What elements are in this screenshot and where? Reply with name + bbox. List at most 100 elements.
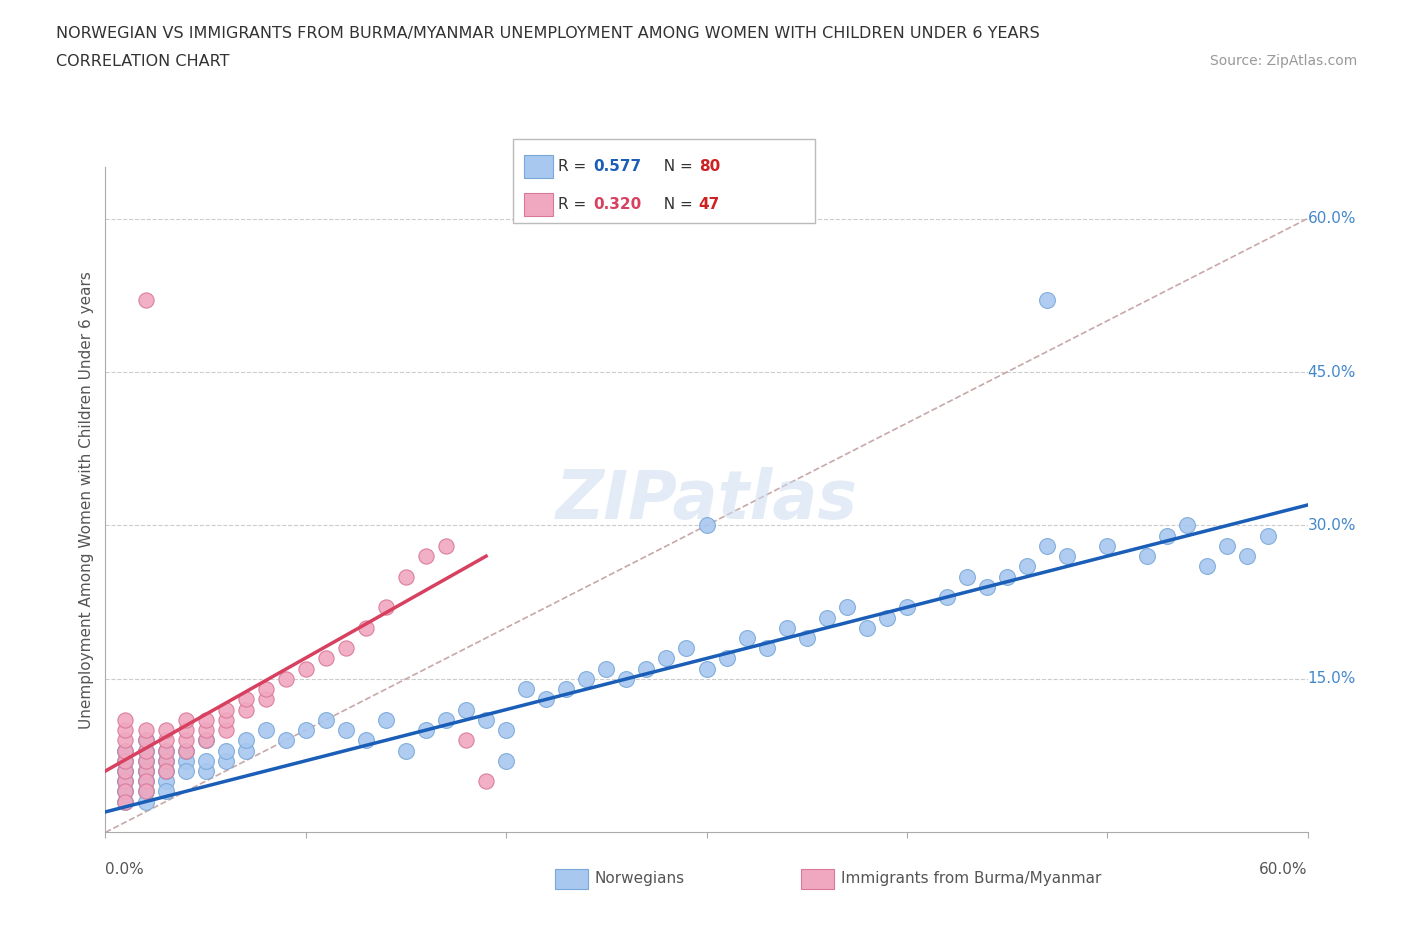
Point <box>315 651 337 666</box>
Point <box>155 743 177 758</box>
Point <box>214 743 236 758</box>
Point <box>114 774 136 789</box>
Point <box>135 774 157 789</box>
Point <box>114 723 136 737</box>
Point <box>315 712 337 727</box>
Text: NORWEGIAN VS IMMIGRANTS FROM BURMA/MYANMAR UNEMPLOYMENT AMONG WOMEN WITH CHILDRE: NORWEGIAN VS IMMIGRANTS FROM BURMA/MYANM… <box>56 26 1040 41</box>
Text: Source: ZipAtlas.com: Source: ZipAtlas.com <box>1209 54 1357 68</box>
Point <box>936 590 959 604</box>
Point <box>235 692 257 707</box>
Point <box>395 743 418 758</box>
Point <box>155 784 177 799</box>
Text: Norwegians: Norwegians <box>595 871 685 886</box>
Point <box>274 733 297 748</box>
Text: 45.0%: 45.0% <box>1308 365 1355 379</box>
Point <box>636 661 658 676</box>
Point <box>174 733 197 748</box>
Point <box>114 743 136 758</box>
Point <box>415 723 437 737</box>
Point <box>194 764 217 778</box>
Text: 60.0%: 60.0% <box>1308 211 1355 226</box>
Point <box>214 753 236 768</box>
Point <box>374 600 398 615</box>
Point <box>335 641 357 656</box>
Point <box>174 712 197 727</box>
Point <box>174 743 197 758</box>
Point <box>495 753 517 768</box>
Point <box>434 712 457 727</box>
Point <box>295 661 318 676</box>
Text: 30.0%: 30.0% <box>1308 518 1355 533</box>
Point <box>335 723 357 737</box>
Point <box>135 764 157 778</box>
Point <box>1216 538 1239 553</box>
Point <box>114 743 136 758</box>
Point <box>675 641 697 656</box>
Text: 47: 47 <box>699 197 720 212</box>
Point <box>395 569 418 584</box>
Point <box>716 651 738 666</box>
Point <box>655 651 678 666</box>
Point <box>254 692 277 707</box>
Point <box>555 682 578 697</box>
Point <box>815 610 838 625</box>
Point <box>194 733 217 748</box>
Point <box>155 743 177 758</box>
Point <box>755 641 778 656</box>
Point <box>174 753 197 768</box>
Text: N =: N = <box>654 197 697 212</box>
Point <box>515 682 537 697</box>
Point <box>1056 549 1078 564</box>
Point <box>155 723 177 737</box>
Point <box>796 631 818 645</box>
Text: 60.0%: 60.0% <box>1260 862 1308 877</box>
Point <box>114 712 136 727</box>
Point <box>454 702 477 717</box>
Point <box>174 764 197 778</box>
Point <box>235 702 257 717</box>
Point <box>1036 538 1059 553</box>
Point <box>1257 528 1279 543</box>
Point <box>174 723 197 737</box>
Point <box>194 733 217 748</box>
Point <box>194 723 217 737</box>
Text: R =: R = <box>558 197 592 212</box>
Point <box>155 774 177 789</box>
Point <box>976 579 998 594</box>
Point <box>135 733 157 748</box>
Point <box>254 682 277 697</box>
Text: Immigrants from Burma/Myanmar: Immigrants from Burma/Myanmar <box>841 871 1101 886</box>
Point <box>214 712 236 727</box>
Point <box>114 794 136 809</box>
Point <box>235 733 257 748</box>
Point <box>274 671 297 686</box>
Y-axis label: Unemployment Among Women with Children Under 6 years: Unemployment Among Women with Children U… <box>79 271 94 729</box>
Point <box>1097 538 1119 553</box>
Point <box>1197 559 1219 574</box>
Point <box>135 784 157 799</box>
Text: 80: 80 <box>699 159 720 174</box>
Point <box>855 620 877 635</box>
Point <box>696 518 718 533</box>
Point <box>135 794 157 809</box>
Point <box>1177 518 1199 533</box>
Point <box>956 569 979 584</box>
Point <box>1156 528 1178 543</box>
Point <box>114 733 136 748</box>
Point <box>114 784 136 799</box>
Point <box>135 774 157 789</box>
Point <box>174 743 197 758</box>
Point <box>454 733 477 748</box>
Point <box>896 600 918 615</box>
Point <box>135 764 157 778</box>
Point <box>1036 293 1059 308</box>
Point <box>135 743 157 758</box>
Point <box>135 753 157 768</box>
Point <box>114 764 136 778</box>
Point <box>776 620 799 635</box>
Point <box>194 712 217 727</box>
Point <box>114 784 136 799</box>
Point <box>475 774 498 789</box>
Point <box>194 753 217 768</box>
Text: R =: R = <box>558 159 592 174</box>
